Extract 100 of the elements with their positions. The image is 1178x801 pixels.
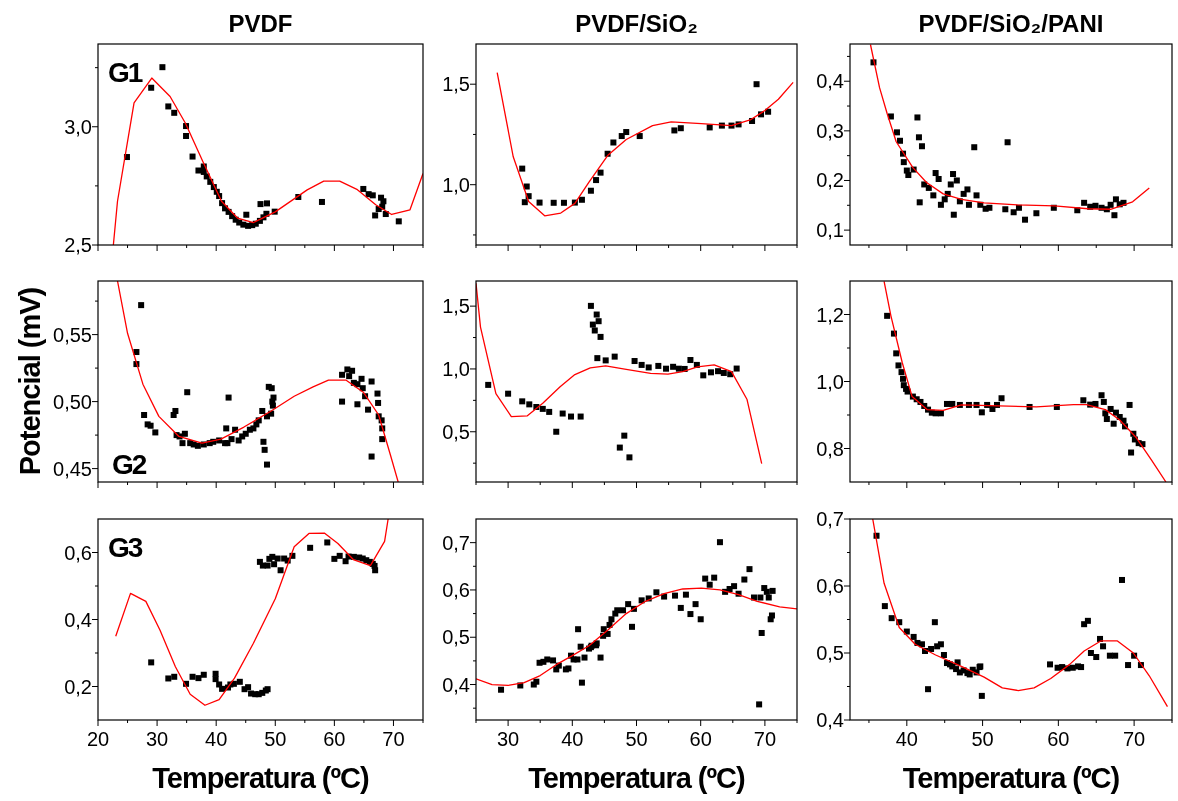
y-tick-label: 0,4 (442, 673, 470, 696)
point (918, 641, 925, 648)
point (887, 113, 894, 120)
point (707, 369, 714, 376)
point (610, 139, 617, 146)
point (1010, 209, 1017, 216)
point (932, 170, 939, 177)
y-tick-label: 0,4 (816, 709, 844, 731)
y-tick-label: 1,5 (442, 73, 470, 96)
point (636, 133, 643, 140)
point (485, 381, 492, 388)
y-tick-label: 0,4 (64, 608, 92, 631)
x-axis-title: Temperatura (ºC) (528, 762, 746, 794)
x-tick-label: 30 (145, 728, 169, 750)
point (597, 169, 604, 176)
point (964, 186, 971, 193)
point (372, 212, 379, 219)
point (1100, 398, 1107, 405)
point (720, 369, 727, 376)
x-tick-label: 70 (753, 728, 777, 750)
point (925, 686, 932, 693)
point (1128, 449, 1135, 456)
point (675, 365, 682, 372)
point (165, 675, 172, 682)
point (937, 201, 944, 208)
point (1093, 654, 1100, 661)
y-tick-label: 0,50 (53, 390, 92, 413)
point (219, 685, 226, 692)
point (616, 444, 623, 451)
x-tick-label: 20 (86, 728, 110, 750)
y-tick-label: 0,2 (816, 169, 844, 192)
point (550, 199, 557, 206)
point (940, 652, 947, 659)
point (900, 375, 907, 382)
point (905, 172, 912, 179)
y-tick-label: 0,6 (442, 578, 470, 601)
point (597, 333, 604, 340)
point (1047, 661, 1054, 668)
point (626, 454, 633, 461)
chart-title: PVDF/SiO₂/PANI (918, 10, 1104, 37)
x-axis-title: Temperatura (ºC) (152, 762, 370, 794)
point (587, 187, 594, 194)
point (331, 555, 338, 562)
point (914, 114, 921, 121)
point (521, 199, 528, 206)
point (733, 365, 740, 372)
point (931, 619, 938, 626)
point (1015, 204, 1022, 211)
y-tick-label: 0,5 (816, 642, 844, 664)
point (1112, 652, 1119, 659)
point (888, 615, 895, 622)
point (998, 395, 1005, 402)
point (941, 196, 948, 203)
point (594, 355, 601, 362)
annotation: G2 (112, 449, 147, 480)
point (1103, 416, 1110, 423)
y-tick-label: 0,1 (816, 219, 844, 242)
point (978, 692, 985, 699)
point (318, 198, 325, 205)
point (200, 671, 207, 678)
point (971, 144, 978, 151)
y-tick-label: 2,5 (64, 234, 92, 256)
x-tick-label: 60 (323, 728, 346, 750)
x-axis-title: Temperatura (ºC) (902, 762, 1120, 794)
point (148, 659, 155, 666)
point (765, 108, 772, 115)
x-tick-label: 50 (625, 728, 648, 750)
point (910, 633, 917, 640)
point (687, 357, 694, 364)
y-axis-title: Potencial (mV) (14, 287, 46, 476)
point (536, 199, 543, 206)
y-tick-label: 0,5 (442, 626, 470, 649)
point (973, 192, 980, 199)
point (623, 129, 630, 136)
point (236, 678, 243, 685)
line-series (496, 72, 794, 217)
line-series (476, 587, 797, 687)
point (212, 676, 219, 683)
x-tick-label: 40 (561, 728, 584, 750)
point (916, 199, 923, 206)
x-tick-label: 70 (1122, 728, 1146, 750)
point (216, 681, 223, 688)
point (881, 603, 888, 610)
point (1098, 392, 1105, 399)
point (928, 645, 935, 652)
point (1004, 139, 1011, 146)
y-tick-label: 0,7 (442, 531, 470, 554)
point (663, 365, 670, 372)
y-tick-label: 0,6 (64, 541, 92, 564)
point (930, 192, 937, 199)
point (960, 190, 967, 197)
point (245, 684, 252, 691)
point (505, 390, 512, 397)
point (372, 567, 379, 574)
point (324, 539, 331, 546)
point (611, 353, 618, 360)
x-tick-label: 70 (382, 728, 405, 750)
point (893, 350, 900, 357)
point (539, 405, 546, 412)
point (1084, 617, 1091, 624)
